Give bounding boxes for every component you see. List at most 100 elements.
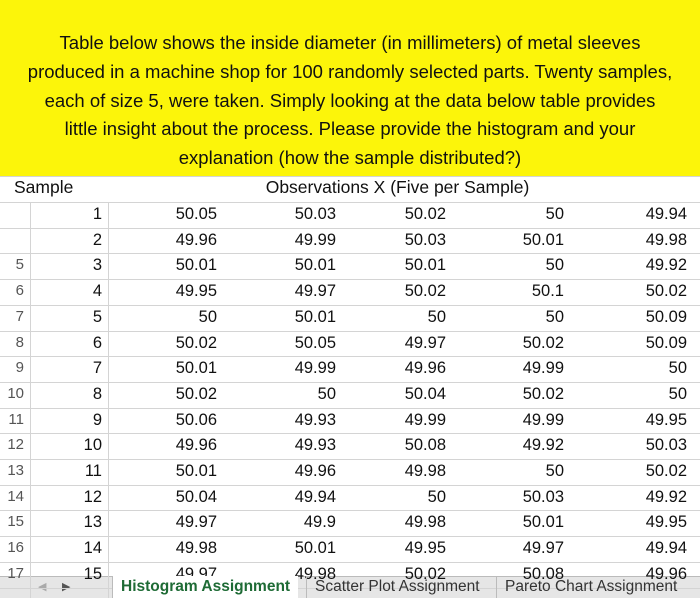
observation: 49.99 bbox=[294, 359, 336, 378]
scroll-right[interactable]: ▶ bbox=[62, 580, 70, 593]
observation: 50.01 bbox=[522, 513, 564, 532]
row-header: 8 bbox=[15, 333, 24, 351]
observation: 49.97 bbox=[294, 282, 336, 301]
scroll-left[interactable]: ◀ bbox=[38, 580, 46, 593]
sample-number: 6 bbox=[92, 333, 102, 352]
row-header: 16 bbox=[7, 539, 24, 557]
observation: 50.02 bbox=[645, 462, 687, 480]
observation: 49.98 bbox=[404, 513, 446, 532]
observation: 50.02 bbox=[522, 384, 564, 403]
sample-number: 5 bbox=[92, 307, 102, 326]
observation: 50.02 bbox=[175, 333, 217, 352]
sample-number: 4 bbox=[92, 282, 102, 301]
observation: 49.97 bbox=[404, 333, 446, 352]
observation: 49.96 bbox=[175, 230, 217, 249]
row-header: 10 bbox=[7, 384, 24, 402]
observation: 49.94 bbox=[645, 205, 687, 223]
row-header: 15 bbox=[7, 513, 24, 531]
instruction-line: little insight about the process. Please… bbox=[64, 118, 636, 140]
observation: 49.93 bbox=[294, 410, 336, 429]
sample-number: 15 bbox=[83, 564, 102, 583]
observation: 50.1 bbox=[531, 282, 564, 301]
observation: 49.96 bbox=[175, 436, 217, 455]
sample-number: 3 bbox=[92, 256, 102, 275]
observation: 49.95 bbox=[645, 513, 687, 532]
observation: 50 bbox=[427, 307, 446, 326]
observation: 50 bbox=[545, 462, 564, 480]
grid-line bbox=[0, 561, 700, 563]
grid-line bbox=[0, 381, 700, 383]
observation: 49.99 bbox=[404, 410, 446, 429]
observation: 49.95 bbox=[175, 282, 217, 301]
observation: 50.01 bbox=[522, 230, 564, 249]
row-header: 14 bbox=[7, 487, 24, 505]
observation: 49.99 bbox=[294, 230, 336, 249]
observation: 49.99 bbox=[522, 410, 564, 429]
observation: 50.01 bbox=[404, 256, 446, 275]
grid-line bbox=[0, 433, 700, 435]
sample-number: 10 bbox=[83, 436, 102, 455]
sheet-tab[interactable]: Pareto Chart Assignment bbox=[496, 576, 685, 598]
observation: 50.03 bbox=[404, 230, 446, 249]
observation: 50.09 bbox=[645, 307, 687, 326]
observation: 50.04 bbox=[404, 384, 446, 403]
observation: 49.96 bbox=[294, 462, 336, 480]
sample-number: 11 bbox=[84, 462, 102, 480]
observation: 50.05 bbox=[175, 205, 217, 223]
grid-line bbox=[0, 356, 700, 358]
observation: 49.9 bbox=[303, 513, 336, 532]
row-header: 13 bbox=[7, 462, 24, 479]
sheet-tab[interactable]: Histogram Assignment bbox=[112, 576, 299, 598]
observation: 49.98 bbox=[645, 230, 687, 249]
instruction-line: each of size 5, were taken. Simply looki… bbox=[44, 89, 656, 111]
observation: 50.02 bbox=[645, 282, 687, 301]
grid-line bbox=[0, 176, 700, 177]
observation: 50.01 bbox=[294, 256, 336, 275]
observation: 49.95 bbox=[404, 539, 446, 558]
grid-line bbox=[0, 459, 700, 460]
grid-line bbox=[0, 304, 700, 306]
observation: 50.01 bbox=[175, 256, 217, 275]
sample-number: 12 bbox=[83, 487, 102, 506]
observation: 49.96 bbox=[404, 359, 446, 378]
sheet-tab[interactable]: Scatter Plot Assignment bbox=[306, 576, 488, 598]
observation: 50 bbox=[545, 205, 564, 223]
observation: 50 bbox=[198, 307, 217, 326]
observation: 50.03 bbox=[645, 436, 687, 455]
observation: 50.02 bbox=[404, 282, 446, 301]
grid-line bbox=[30, 202, 31, 598]
grid-line bbox=[108, 202, 109, 598]
observation: 50.01 bbox=[175, 359, 217, 378]
observation: 50 bbox=[668, 359, 687, 378]
sample-number: 7 bbox=[92, 359, 102, 378]
row-header: 6 bbox=[15, 282, 24, 300]
observation: 49.98 bbox=[175, 539, 217, 558]
grid-line bbox=[0, 536, 700, 538]
header-sample: Sample bbox=[14, 177, 74, 197]
header-observations: Observations X (Five per Sample) bbox=[265, 177, 530, 197]
row-header: 11 bbox=[8, 410, 24, 428]
observation: 49.99 bbox=[522, 359, 564, 378]
observation: 49.96 bbox=[645, 564, 687, 583]
row-header: 7 bbox=[15, 307, 24, 325]
observation: 50.01 bbox=[294, 539, 336, 558]
instruction-line: produced in a machine shop for 100 rando… bbox=[27, 60, 673, 82]
row-header: 12 bbox=[7, 436, 24, 454]
observation: 50 bbox=[668, 384, 687, 403]
sample-number: 9 bbox=[92, 410, 102, 429]
observation: 50.02 bbox=[175, 384, 217, 403]
observation: 49.95 bbox=[645, 410, 687, 429]
observation: 49.94 bbox=[294, 487, 336, 506]
observation: 49.92 bbox=[522, 436, 564, 455]
observation: 49.97 bbox=[175, 513, 217, 532]
grid-line bbox=[0, 587, 700, 589]
observation: 50.09 bbox=[645, 333, 687, 352]
grid-line bbox=[0, 407, 700, 409]
grid-line bbox=[0, 202, 700, 203]
observation: 50.02 bbox=[404, 205, 446, 223]
observation: 50 bbox=[317, 384, 336, 403]
instruction-line: Table below shows the inside diameter (i… bbox=[59, 32, 641, 53]
row-header: 5 bbox=[15, 256, 24, 274]
sample-number: 13 bbox=[83, 513, 102, 532]
grid-line bbox=[0, 510, 700, 512]
